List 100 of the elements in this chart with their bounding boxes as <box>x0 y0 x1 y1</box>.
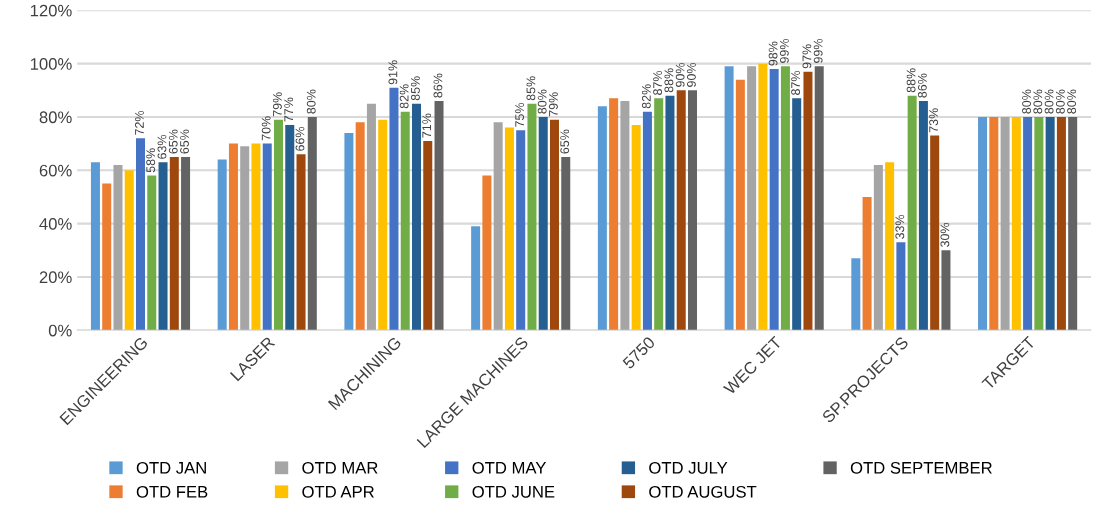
bar <box>1045 116 1055 331</box>
bar <box>124 170 134 331</box>
data-label: 75% <box>515 102 525 127</box>
data-label: 85% <box>526 76 536 101</box>
data-label: 70% <box>261 116 271 141</box>
data-label: 86% <box>917 73 927 98</box>
data-label: 72% <box>135 110 144 135</box>
bar <box>803 71 813 331</box>
data-label: 90% <box>675 62 685 87</box>
bar <box>665 95 675 331</box>
data-label: 80% <box>1033 89 1043 114</box>
bar <box>814 66 824 331</box>
data-label: 97% <box>802 44 812 69</box>
data-label: 65% <box>168 129 178 154</box>
bar <box>597 106 607 331</box>
bar <box>169 156 179 331</box>
legend-label: OTD MAR <box>302 461 378 474</box>
data-label: 88% <box>906 68 916 93</box>
bar <box>423 140 433 331</box>
legend-label: OTD FEB <box>136 485 208 498</box>
bar <box>941 250 951 331</box>
legend-label: OTD APR <box>302 485 374 498</box>
data-label: 66% <box>295 126 305 151</box>
bar <box>296 154 306 331</box>
bar <box>366 103 376 331</box>
data-label: 98% <box>768 41 778 66</box>
y-tick-label: 80% <box>39 111 72 124</box>
bar <box>527 103 537 331</box>
data-label: 71% <box>422 113 432 138</box>
data-label: 80% <box>537 89 547 114</box>
bar <box>896 242 906 331</box>
bar <box>434 100 444 331</box>
legend-label: OTD MAY <box>472 461 547 474</box>
data-label: 87% <box>791 70 801 95</box>
data-label: 80% <box>1044 89 1054 114</box>
y-tick-label: 0% <box>48 324 72 337</box>
bar <box>780 66 790 331</box>
bar <box>482 175 492 331</box>
data-label: 86% <box>433 73 443 98</box>
bar <box>504 127 514 331</box>
bar <box>251 143 261 331</box>
bar <box>1056 116 1066 331</box>
legend-label: OTD JAN <box>136 461 206 474</box>
bar <box>240 146 250 331</box>
bar <box>147 175 157 331</box>
bar <box>538 116 548 331</box>
bar <box>285 124 295 331</box>
data-label: 99% <box>779 38 789 63</box>
data-label: 79% <box>273 92 282 117</box>
bar <box>344 132 354 331</box>
bar <box>642 111 652 331</box>
bar <box>735 79 745 331</box>
bar <box>471 226 481 331</box>
bar <box>1034 116 1044 331</box>
data-label: 80% <box>1055 89 1065 114</box>
y-tick-label: 120% <box>30 4 72 17</box>
bar <box>400 111 410 331</box>
bar <box>493 122 503 331</box>
bar <box>989 116 999 331</box>
data-label: 87% <box>653 70 663 95</box>
data-label: 90% <box>686 62 696 87</box>
legend-label: OTD AUGUST <box>649 485 757 498</box>
data-label: 58% <box>146 148 156 173</box>
bar <box>654 98 664 331</box>
data-label: 99% <box>813 38 823 63</box>
data-label: 77% <box>284 97 294 122</box>
data-label: 73% <box>929 108 939 133</box>
data-label: 79% <box>548 92 558 117</box>
data-label: 33% <box>895 214 905 240</box>
bar <box>609 98 619 331</box>
bar <box>1000 116 1010 331</box>
y-tick-label: 20% <box>39 271 72 284</box>
bar <box>561 156 571 331</box>
bar <box>411 103 421 331</box>
bar <box>687 90 697 331</box>
data-label: 80% <box>1022 89 1031 114</box>
bar <box>792 98 802 331</box>
legend-label: OTD JUNE <box>472 485 555 498</box>
bar <box>862 196 872 331</box>
y-tick-label: 60% <box>39 164 72 177</box>
bar <box>181 156 191 331</box>
bar <box>620 100 630 331</box>
legend-label: OTD SEPTEMBER <box>850 461 992 474</box>
data-label: 80% <box>1067 89 1077 114</box>
y-tick-label: 100% <box>30 58 72 70</box>
bar <box>113 164 123 331</box>
bar <box>758 63 768 331</box>
bar <box>228 143 238 331</box>
bar <box>355 122 365 331</box>
data-label: 91% <box>388 60 398 85</box>
bar <box>907 95 917 331</box>
data-label: 82% <box>641 84 651 109</box>
data-label: 65% <box>560 129 570 154</box>
data-label: 88% <box>664 68 674 93</box>
bar <box>136 138 146 331</box>
y-tick-label: 40% <box>39 218 72 230</box>
bar <box>378 119 388 331</box>
bar <box>724 66 734 331</box>
bar <box>307 116 317 331</box>
bar <box>1068 116 1078 331</box>
